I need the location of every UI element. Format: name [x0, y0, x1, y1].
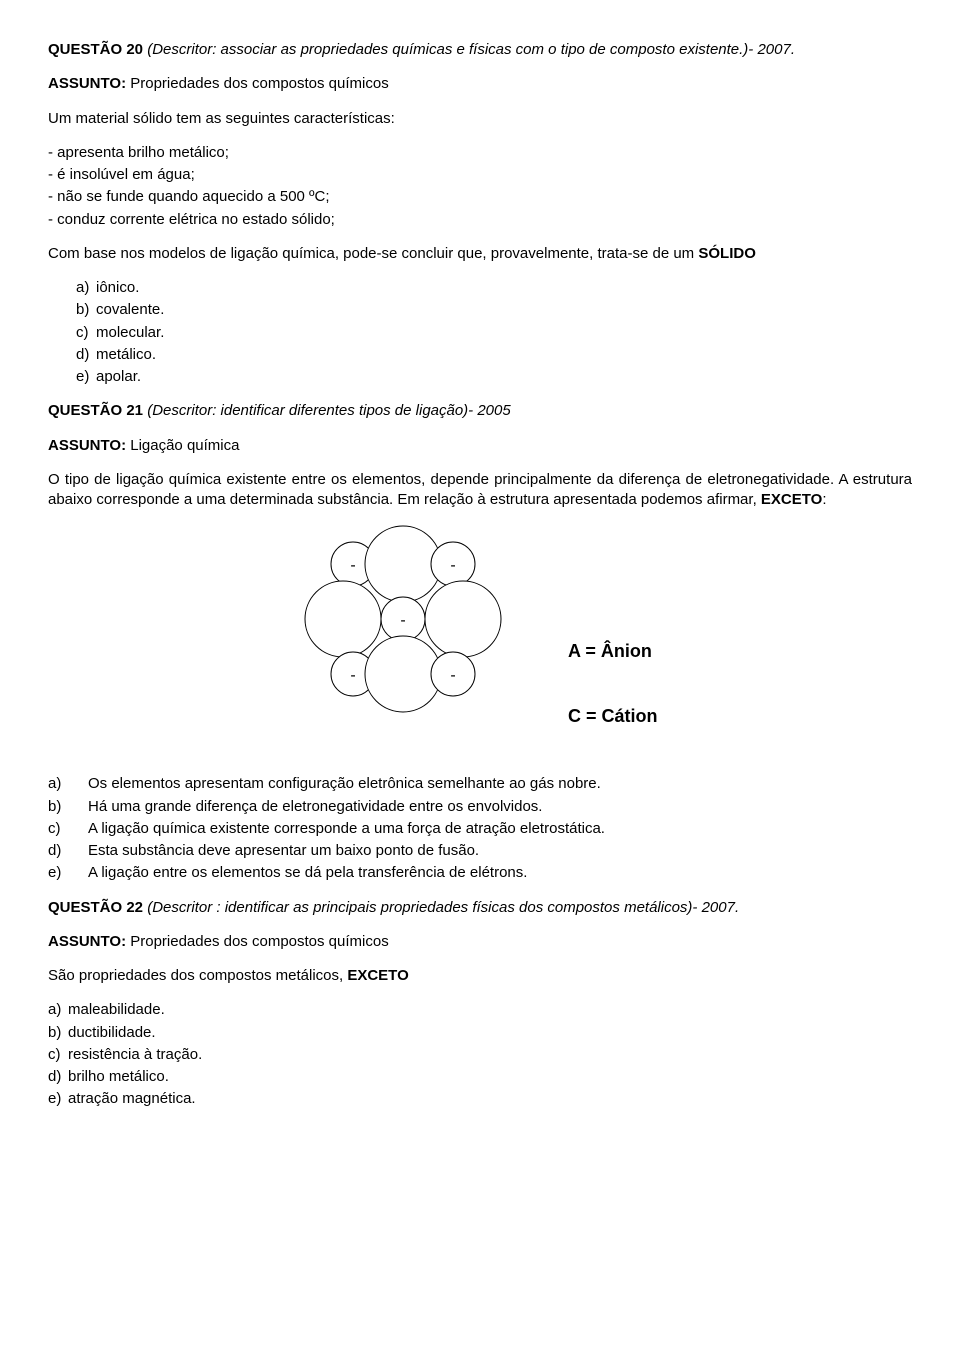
- q21-option-e: e)A ligação entre os elementos se dá pel…: [48, 863, 912, 883]
- q20-assunto: ASSUNTO: Propriedades dos compostos quím…: [48, 74, 912, 94]
- q22-assunto: ASSUNTO: Propriedades dos compostos quím…: [48, 932, 912, 952]
- q20-option-b: b)covalente.: [76, 300, 912, 320]
- svg-text:-: -: [450, 667, 455, 684]
- q20-option-e: e)apolar.: [76, 367, 912, 387]
- q21-option-c: c)A ligação química existente correspond…: [48, 819, 912, 839]
- q22-assunto-value: Propriedades dos compostos químicos: [130, 933, 388, 950]
- svg-text:-: -: [400, 612, 405, 629]
- q20-number: QUESTÃO 20: [48, 41, 147, 58]
- q22-option-e: e)atração magnética.: [48, 1089, 912, 1109]
- q20-conclusion: Com base nos modelos de ligação química,…: [48, 244, 912, 264]
- q21-number: QUESTÃO 21: [48, 402, 147, 419]
- q21-options: a)Os elementos apresentam configuração e…: [48, 774, 912, 883]
- ionic-structure-icon: - - - - -: [303, 524, 513, 724]
- svg-text:-: -: [450, 557, 455, 574]
- q21-assunto: ASSUNTO: Ligação química: [48, 436, 912, 456]
- q21-option-b: b)Há uma grande diferença de eletronegat…: [48, 797, 912, 817]
- q21-option-d: d)Esta substância deve apresentar um bai…: [48, 841, 912, 861]
- q20-option-c: c)molecular.: [76, 323, 912, 343]
- svg-text:-: -: [350, 667, 355, 684]
- q20-char-1: - apresenta brilho metálico;: [48, 143, 912, 163]
- q22-option-d: d)brilho metálico.: [48, 1067, 912, 1087]
- q20-option-d: d)metálico.: [76, 345, 912, 365]
- q21-diagram: - - - - - A = Ânion C = Cátion: [48, 524, 912, 754]
- q22-option-b: b)ductibilidade.: [48, 1023, 912, 1043]
- q22-number: QUESTÃO 22: [48, 899, 147, 916]
- q22-assunto-label: ASSUNTO:: [48, 933, 130, 950]
- q20-title: QUESTÃO 20 (Descritor: associar as propr…: [48, 40, 912, 60]
- q21-legend-cation: C = Cátion: [568, 704, 658, 728]
- q20-conclusion-pre: Com base nos modelos de ligação química,…: [48, 245, 698, 262]
- q22-intro: São propriedades dos compostos metálicos…: [48, 966, 912, 986]
- q20-char-2: - é insolúvel em água;: [48, 165, 912, 185]
- q21-assunto-label: ASSUNTO:: [48, 437, 130, 454]
- q20-char-3: - não se funde quando aquecido a 500 ºC;: [48, 187, 912, 207]
- q21-intro-post: :: [822, 491, 826, 508]
- q20-char-4: - conduz corrente elétrica no estado sól…: [48, 210, 912, 230]
- q22-options: a)maleabilidade. b)ductibilidade. c)resi…: [48, 1000, 912, 1109]
- q20-assunto-value: Propriedades dos compostos químicos: [130, 75, 388, 92]
- q21-intro-except: EXCETO: [761, 491, 822, 508]
- q21-option-a: a)Os elementos apresentam configuração e…: [48, 774, 912, 794]
- q22-descriptor: (Descritor : identificar as principais p…: [147, 899, 739, 916]
- q22-intro-pre: São propriedades dos compostos metálicos…: [48, 967, 347, 984]
- svg-text:-: -: [350, 557, 355, 574]
- q20-descriptor: (Descritor: associar as propriedades quí…: [147, 41, 795, 58]
- q22-option-a: a)maleabilidade.: [48, 1000, 912, 1020]
- q21-assunto-value: Ligação química: [130, 437, 239, 454]
- q21-legend-anion: A = Ânion: [568, 639, 652, 663]
- q20-conclusion-bold: SÓLIDO: [698, 245, 756, 262]
- q22-title: QUESTÃO 22 (Descritor : identificar as p…: [48, 898, 912, 918]
- q21-descriptor: (Descritor: identificar diferentes tipos…: [147, 402, 511, 419]
- q20-intro: Um material sólido tem as seguintes cara…: [48, 109, 912, 129]
- q21-intro: O tipo de ligação química existente entr…: [48, 470, 912, 511]
- q20-options: a)iônico. b)covalente. c)molecular. d)me…: [76, 278, 912, 387]
- q20-option-a: a)iônico.: [76, 278, 912, 298]
- q22-option-c: c)resistência à tração.: [48, 1045, 912, 1065]
- q20-assunto-label: ASSUNTO:: [48, 75, 130, 92]
- q21-title: QUESTÃO 21 (Descritor: identificar difer…: [48, 401, 912, 421]
- q22-intro-except: EXCETO: [347, 967, 408, 984]
- q20-characteristics: - apresenta brilho metálico; - é insolúv…: [48, 143, 912, 230]
